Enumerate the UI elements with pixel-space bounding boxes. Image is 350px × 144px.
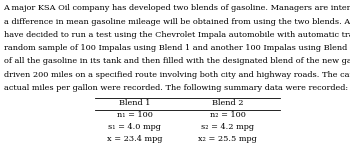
Text: actual miles per gallon were recorded. The following summary data were recorded:: actual miles per gallon were recorded. T… (4, 84, 348, 92)
Text: Blend 2: Blend 2 (212, 99, 243, 107)
Text: x = 23.4 mpg: x = 23.4 mpg (107, 135, 162, 143)
Text: Blend 1: Blend 1 (119, 99, 150, 107)
Text: random sample of 100 Impalas using Blend 1 and another 100 Impalas using Blend 2: random sample of 100 Impalas using Blend… (4, 44, 350, 52)
Text: s₁ = 4.0 mpg: s₁ = 4.0 mpg (108, 123, 161, 131)
Text: have decided to run a test using the Chevrolet Impala automobile with automatic : have decided to run a test using the Che… (4, 31, 350, 39)
Text: a difference in mean gasoline mileage will be obtained from using the two blends: a difference in mean gasoline mileage wi… (4, 18, 350, 26)
Text: driven 200 miles on a specified route involving both city and highway roads. The: driven 200 miles on a specified route in… (4, 71, 350, 79)
Text: n₂ = 100: n₂ = 100 (210, 111, 245, 119)
Text: of all the gasoline in its tank and then filled with the designated blend of the: of all the gasoline in its tank and then… (4, 57, 350, 65)
Text: A major KSA Oil company has developed two blends of gasoline. Managers are inter: A major KSA Oil company has developed tw… (4, 4, 350, 12)
Text: n₁ = 100: n₁ = 100 (117, 111, 153, 119)
Text: s₂ = 4.2 mpg: s₂ = 4.2 mpg (201, 123, 254, 131)
Text: x₂ = 25.5 mpg: x₂ = 25.5 mpg (198, 135, 257, 143)
